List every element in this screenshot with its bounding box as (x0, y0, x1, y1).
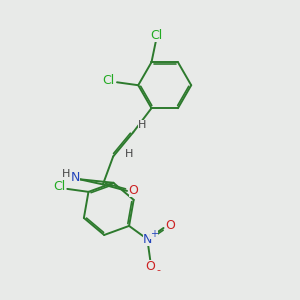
Text: -: - (157, 265, 160, 275)
Text: Cl: Cl (103, 74, 115, 87)
Text: H: H (125, 148, 134, 158)
Text: Cl: Cl (150, 29, 162, 42)
Text: H: H (138, 120, 146, 130)
Text: N: N (71, 171, 80, 184)
Text: O: O (165, 219, 175, 232)
Text: H: H (62, 169, 70, 179)
Text: N: N (142, 233, 152, 246)
Text: O: O (145, 260, 155, 273)
Text: O: O (129, 184, 138, 197)
Text: Cl: Cl (53, 180, 65, 193)
Text: +: + (150, 229, 158, 239)
